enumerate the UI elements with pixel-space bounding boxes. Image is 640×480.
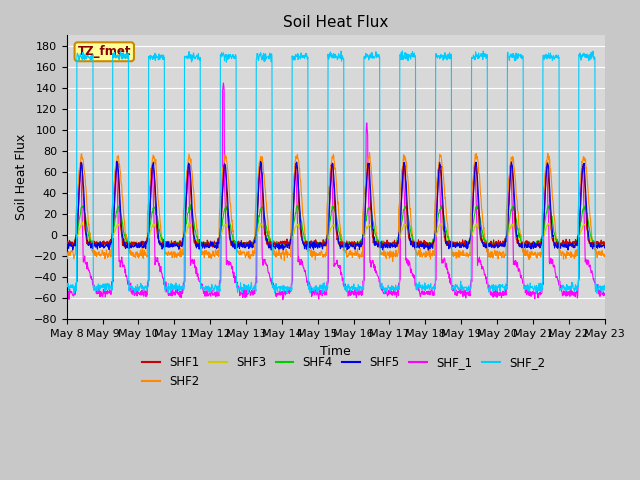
SHF1 — [243, 240, 251, 246]
Line: SHF_2: SHF_2 — [67, 51, 605, 293]
X-axis label: Time: Time — [321, 345, 351, 358]
SHF_2 — [399, 48, 406, 54]
SHF2 — [420, 250, 428, 256]
Title: Soil Heat Flux: Soil Heat Flux — [283, 15, 388, 30]
Legend: SHF1, SHF2, SHF3, SHF4, SHF5, SHF_1, SHF_2: SHF1, SHF2, SHF3, SHF4, SHF5, SHF_1, SHF… — [137, 352, 550, 393]
SHF5 — [113, 158, 121, 164]
Line: SHF4: SHF4 — [67, 204, 605, 247]
SHF4 — [186, 202, 194, 207]
SHF2 — [389, 259, 397, 264]
SHF5 — [601, 245, 609, 251]
SHF4 — [490, 240, 498, 246]
Line: SHF2: SHF2 — [67, 153, 605, 262]
SHF_2 — [243, 287, 251, 293]
SHF2 — [365, 150, 373, 156]
SHF5 — [268, 247, 275, 253]
SHF4 — [182, 220, 190, 226]
SHF1 — [183, 180, 191, 186]
SHF_1 — [170, 290, 177, 296]
SHF3 — [538, 238, 545, 243]
SHF1 — [63, 240, 70, 245]
SHF5 — [183, 191, 191, 196]
SHF3 — [170, 241, 178, 247]
SHF3 — [490, 240, 498, 246]
Line: SHF5: SHF5 — [67, 161, 605, 250]
SHF_2 — [63, 281, 70, 287]
SHF2 — [538, 251, 545, 257]
SHF5 — [490, 245, 498, 251]
SHF_2 — [601, 282, 609, 288]
SHF5 — [243, 241, 251, 247]
SHF3 — [97, 243, 104, 249]
Line: SHF_1: SHF_1 — [67, 83, 605, 300]
SHF_2 — [538, 289, 545, 295]
SHF3 — [63, 241, 70, 247]
Y-axis label: Soil Heat Flux: Soil Heat Flux — [15, 134, 28, 220]
Text: TZ_fmet: TZ_fmet — [77, 45, 131, 58]
SHF_2 — [420, 285, 428, 290]
SHF4 — [243, 241, 251, 247]
SHF1 — [601, 243, 609, 249]
SHF_1 — [243, 290, 251, 296]
SHF4 — [601, 243, 609, 249]
SHF_1 — [490, 288, 498, 294]
SHF3 — [79, 219, 86, 225]
SHF_2 — [70, 290, 78, 296]
SHF3 — [183, 226, 191, 232]
SHF4 — [420, 240, 428, 246]
SHF3 — [243, 240, 251, 246]
SHF_1 — [63, 290, 70, 296]
SHF_1 — [538, 291, 545, 297]
SHF_2 — [490, 288, 498, 293]
SHF_1 — [279, 297, 287, 302]
SHF_1 — [220, 80, 227, 86]
SHF1 — [77, 159, 85, 165]
SHF_1 — [182, 182, 190, 188]
SHF5 — [170, 243, 177, 249]
SHF5 — [538, 240, 545, 246]
SHF4 — [538, 235, 545, 240]
SHF2 — [170, 251, 177, 256]
SHF1 — [170, 239, 178, 244]
SHF2 — [243, 251, 250, 257]
SHF_1 — [420, 289, 428, 295]
SHF4 — [63, 241, 70, 247]
SHF_2 — [170, 287, 177, 293]
SHF_1 — [601, 291, 609, 297]
Line: SHF3: SHF3 — [67, 222, 605, 246]
SHF2 — [63, 253, 70, 259]
SHF2 — [601, 252, 609, 257]
SHF1 — [69, 245, 77, 251]
SHF4 — [170, 241, 177, 247]
SHF5 — [420, 243, 428, 249]
SHF2 — [182, 176, 190, 182]
SHF2 — [490, 251, 498, 257]
SHF1 — [420, 242, 428, 248]
SHF3 — [601, 240, 609, 246]
Line: SHF1: SHF1 — [67, 162, 605, 248]
SHF_2 — [183, 55, 191, 61]
SHF5 — [63, 241, 70, 247]
SHF1 — [538, 239, 545, 245]
SHF4 — [200, 244, 207, 250]
SHF1 — [490, 243, 498, 249]
SHF3 — [420, 241, 428, 247]
